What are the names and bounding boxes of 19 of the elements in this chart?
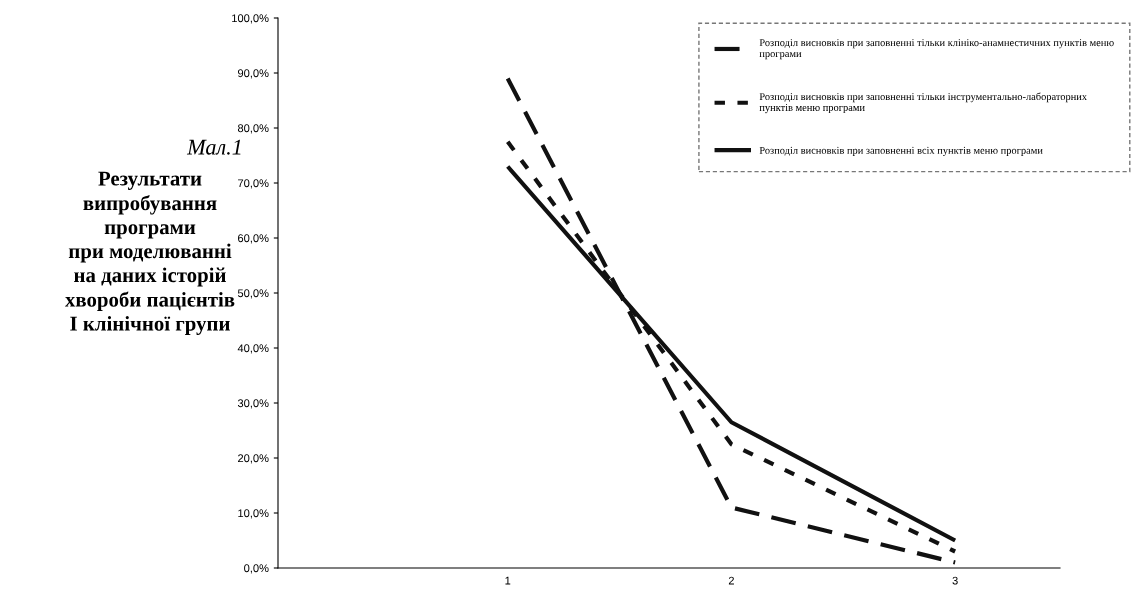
text: Мал.1 [186, 139, 241, 155]
y-tick-label: 80,0% [237, 124, 269, 134]
x-tick-label: 1 [505, 576, 511, 585]
y-tick-label: 60,0% [238, 234, 269, 244]
y-tick-label: 40,0% [237, 344, 269, 354]
x-tick-label: 2 [728, 576, 734, 585]
y-tick-label: 50,0% [237, 289, 269, 299]
x-tick-label: 3 [952, 576, 958, 585]
legend-label: Розподіл висновків при заповненні тільки клініко-анамнестичних пунктів меню програми [759, 39, 1114, 60]
y-tick-label: 0,0% [244, 564, 269, 574]
legend-label: Розподіл висновків при заповненні тільки інструментально-лабораторних пунктів меню програми [759, 92, 1087, 114]
y-tick-label: 70,0% [238, 179, 269, 189]
legend-label: Розподіл висновків при заповненні всіх пунктів меню програми [759, 146, 1043, 156]
y-tick-label: 90,0% [237, 69, 269, 79]
text: Результати випробування програми при моделюванні на даних історій хвороби пацієнтів І клінічної групи [65, 171, 235, 335]
y-tick-label: 30,0% [237, 399, 269, 409]
y-tick-label: 20,0% [238, 454, 269, 464]
y-tick-label: 10,0% [238, 509, 269, 519]
y-tick-label: 100,0% [232, 14, 269, 24]
